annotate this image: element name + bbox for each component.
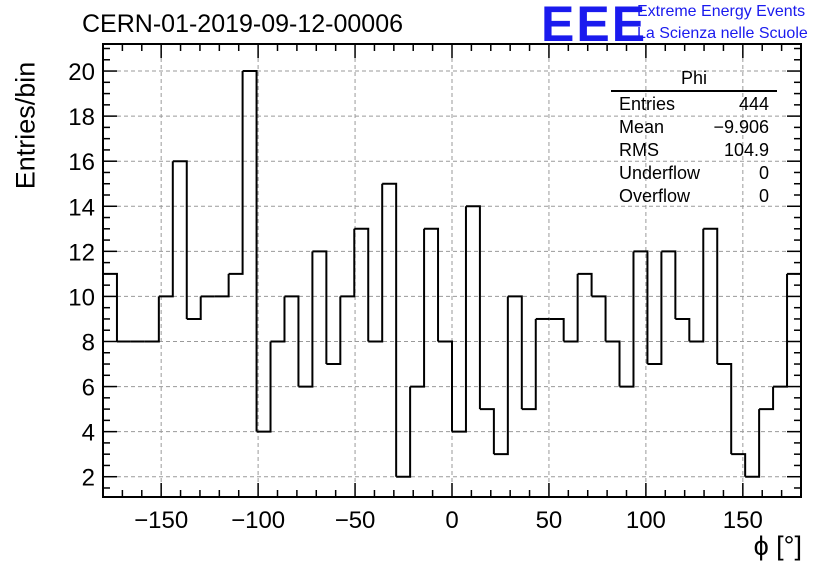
chart-title: CERN-01-2019-09-12-00006 (82, 10, 404, 38)
y-tick-label: 8 (82, 329, 95, 356)
stats-row-mean: Mean −9.906 (611, 115, 777, 138)
histogram-bin (214, 273, 230, 298)
histogram-bin (298, 251, 314, 388)
histogram-bin (675, 317, 691, 342)
x-tick-label: 150 (723, 507, 763, 534)
histogram-bin (605, 340, 621, 387)
histogram-bin (354, 227, 370, 342)
histogram-bin (452, 206, 467, 433)
histogram-bin (368, 183, 384, 343)
histogram-bin (507, 295, 523, 410)
histogram-bin (242, 70, 258, 432)
y-tick-label: 18 (68, 104, 95, 131)
y-tick-label: 20 (68, 59, 95, 86)
histogram-bin (284, 295, 300, 387)
histogram-bin (577, 272, 593, 297)
histogram-bin (521, 318, 537, 411)
y-tick-label: 4 (82, 420, 95, 447)
histogram-bin (410, 228, 426, 388)
stats-value: 0 (758, 163, 769, 183)
stats-label: Entries (619, 94, 676, 114)
stats-value: 0 (758, 186, 769, 206)
y-tick-label: 6 (82, 375, 95, 402)
histogram-bin (172, 160, 188, 319)
histogram-bin (382, 182, 398, 477)
stats-label: RMS (619, 140, 659, 160)
stats-label: Underflow (619, 163, 701, 183)
histogram-bin (424, 227, 440, 342)
stats-value: 444 (738, 94, 769, 114)
histogram-bin (633, 250, 649, 365)
stats-label: Mean (619, 117, 665, 137)
x-tick-label: 50 (536, 507, 563, 534)
histogram-bin (689, 228, 705, 343)
eee-logo: EEE Extreme Energy Events La Scienza nel… (541, 0, 831, 52)
histogram-bin (703, 227, 719, 365)
histogram-bin (326, 296, 342, 366)
logo-line-2: La Scienza nelle Scuole (637, 25, 808, 42)
histogram-bin (773, 273, 789, 388)
stats-box: Phi Entries 444 Mean −9.906 RMS 104.9 Under… (611, 68, 777, 207)
histogram-bin (438, 340, 453, 432)
histogram-bin (549, 317, 565, 342)
stats-row-underflow: Underflow 0 (611, 161, 777, 184)
x-tick-label: −50 (335, 507, 376, 534)
stats-row-entries: Entries 444 (611, 92, 777, 115)
histogram-bin (717, 363, 733, 455)
x-tick-label: 100 (626, 507, 666, 534)
y-tick-label: 2 (82, 465, 95, 492)
histogram-bin (465, 205, 481, 410)
stats-value: 104.9 (723, 140, 769, 160)
histogram-bin (312, 250, 328, 365)
histogram-bin (745, 409, 761, 478)
histogram-bin (563, 273, 579, 343)
x-tick-label: −100 (231, 507, 285, 534)
histogram-bin (228, 71, 244, 275)
x-axis-label: ϕ [°] (753, 531, 802, 561)
y-tick-label: 10 (68, 284, 95, 311)
histogram-bin (647, 251, 663, 366)
stats-row-overflow: Overflow 0 (611, 184, 777, 207)
histogram-bin (479, 408, 495, 455)
x-tick-label: −150 (134, 507, 188, 534)
stats-row-rms: RMS 104.9 (611, 138, 777, 161)
y-tick-label: 12 (68, 239, 95, 266)
histogram-bin (186, 296, 202, 320)
histogram-bin (493, 296, 509, 456)
histogram-bin (144, 296, 160, 343)
histogram-bin (619, 251, 635, 388)
histogram-bin (661, 250, 677, 319)
y-tick-label: 16 (68, 149, 95, 176)
histogram-bin (340, 228, 356, 298)
histogram-bin (256, 341, 272, 433)
histogram-bin (759, 386, 775, 411)
x-tick-label: 0 (445, 507, 458, 534)
stats-title: Phi (611, 68, 777, 92)
histogram-bin (731, 453, 747, 477)
stats-value: −9.906 (713, 117, 769, 137)
histogram-bin (270, 296, 286, 343)
histogram-bin (396, 386, 412, 478)
histogram-bin (591, 295, 607, 342)
stats-label: Overflow (619, 186, 691, 206)
y-tick-label: 14 (68, 194, 95, 221)
histogram-bin (158, 161, 174, 298)
logo-line-1: Extreme Energy Events (637, 3, 806, 20)
